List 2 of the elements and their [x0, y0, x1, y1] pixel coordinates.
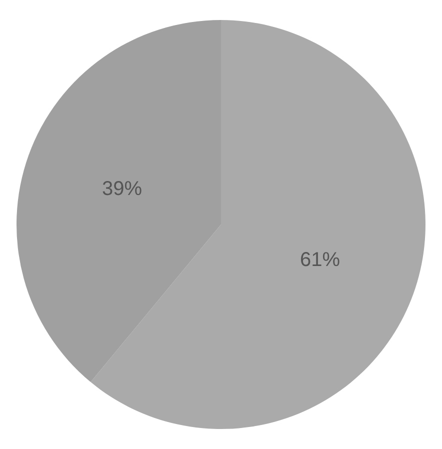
data-label: 39%	[102, 178, 142, 200]
data-label: 61%	[300, 249, 340, 272]
